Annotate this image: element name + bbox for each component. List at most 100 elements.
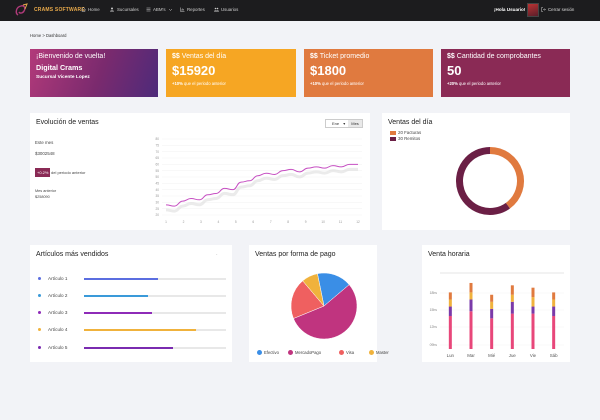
x-tick-label: 5 [235, 220, 237, 223]
nav-home[interactable]: Home [81, 7, 100, 12]
bar-segment [448, 299, 452, 307]
articulo-row: Artículo 4 [38, 327, 228, 333]
series-line [165, 163, 358, 207]
nav-abms[interactable]: ABM's [146, 7, 173, 12]
evolucion-delta-text: del periodo anterior [51, 170, 86, 175]
mes-anterior-value: $258090 [35, 195, 50, 199]
month-select-value: Ene [332, 121, 340, 126]
progress-fill [84, 329, 197, 331]
x-tick-label: 2 [183, 220, 185, 223]
hora-stacked-bar-chart: 09hs 12hs 15hs 18hs Lun Mar Mié Jue Vie Sáb [430, 272, 564, 358]
kpi-comprobantes-delta-text: que el periodo anterior [459, 81, 501, 86]
este-mes-value: $3002548 [35, 151, 55, 156]
y-tick-label: 15hs [430, 308, 438, 312]
nav-reportes[interactable]: Reportes [180, 7, 205, 12]
legend-dot [257, 350, 262, 355]
series-shadow [165, 167, 358, 213]
kpi-ventas-delta: +10% [172, 81, 183, 86]
bar-segment [510, 301, 514, 314]
month-select[interactable]: Ene ▾ [326, 120, 348, 127]
users-icon [110, 7, 114, 12]
articulo-label: Artículo 2 [48, 293, 68, 298]
ventas-dia-title: Ventas del día [388, 119, 433, 126]
money-icon: $$ [447, 53, 455, 60]
articulo-row: Artículo 2 [38, 293, 228, 299]
kpi-ticket-value: $1800 [310, 63, 347, 78]
y-tick-label: 60 [155, 163, 159, 167]
legend-efectivo: Efectivo [257, 350, 279, 355]
logout-label: Cerrar sesión [548, 7, 575, 12]
legend-mercadopago-label: MercadoPago [295, 350, 322, 355]
bullet-dot [38, 346, 41, 349]
bar-segment [469, 311, 473, 349]
nav-usuarios[interactable]: Usuarios [214, 7, 238, 12]
logout-link[interactable]: Cerrar sesión [541, 7, 574, 12]
legend-efectivo-label: Efectivo [264, 350, 279, 355]
kpi-ticket-delta-text: que el periodo anterior [322, 81, 364, 86]
user-group-icon [214, 7, 219, 12]
bar-segment [469, 299, 473, 312]
legend-swatch [390, 136, 396, 141]
bar-segment [490, 294, 494, 302]
money-icon: $$ [172, 53, 180, 60]
kpi-ventas-card: $$ Ventas del día $15920 +10% que el peri… [166, 49, 296, 97]
kpi-ticket-card: $$ Ticket promedio $1800 +10% que el peri… [304, 49, 433, 97]
ventas-dia-donut-chart [456, 147, 524, 215]
legend-remitos: 30 Remitos [390, 136, 420, 141]
hora-title: Venta horaria [428, 251, 470, 258]
progress-track [84, 295, 226, 297]
bar-segment [510, 313, 514, 349]
bar-segment [552, 299, 556, 307]
x-tick-label: 1 [165, 220, 167, 223]
pie-slice [290, 280, 325, 319]
bar-segment [531, 287, 535, 298]
evolucion-delta-badge: +0.2% [35, 168, 51, 177]
articulo-label: Artículo 4 [48, 327, 68, 332]
bar-segment [510, 285, 514, 295]
hora-panel: Venta horaria 09hs 12hs 15hs 18hs Lun Mar Mié J… [422, 245, 570, 362]
bar-segment [448, 315, 452, 349]
progress-fill [84, 278, 158, 280]
progress-fill [84, 295, 148, 297]
legend-visa: Visa [339, 350, 354, 355]
bar-segment [490, 301, 494, 309]
x-tick-label: 8 [287, 220, 289, 223]
nav-sucursales[interactable]: Sucursales [110, 7, 139, 12]
pago-pie-chart [290, 272, 358, 340]
y-tick-label: 50 [155, 175, 159, 179]
kpi-ventas-delta-text: que el periodo anterior [184, 81, 226, 86]
bar-segment [552, 292, 556, 300]
branch-name: Sucursal Vicente Lopez [36, 75, 90, 80]
legend-master: Master [369, 350, 389, 355]
breadcrumb: Home > Dashboard [30, 33, 67, 38]
x-tick-label: Jue [509, 353, 517, 358]
legend-mercadopago: MercadoPago [288, 350, 321, 355]
x-tick-label: Sáb [550, 353, 558, 358]
period-mes-button[interactable]: Mes [348, 120, 362, 127]
user-avatar[interactable] [527, 3, 539, 17]
x-tick-label: 6 [252, 220, 254, 223]
progress-track [84, 312, 226, 314]
legend-master-label: Master [376, 350, 389, 355]
more-options-icon[interactable]: · [216, 252, 218, 258]
progress-fill [84, 347, 174, 349]
brand-name: CRAMS SOFTWARE [34, 7, 85, 13]
bar-segment [531, 313, 535, 349]
articulo-label: Artículo 3 [48, 310, 68, 315]
pago-title: Ventas por forma de pago [255, 251, 336, 258]
x-tick-label: 4 [217, 220, 219, 223]
pie-slice [293, 284, 358, 340]
articulo-label: Artículo 5 [48, 345, 68, 350]
pie-slice [302, 273, 325, 307]
x-tick-label: Vie [530, 353, 537, 358]
company-name: Digital Crams [36, 63, 83, 72]
y-tick-label: 18hs [430, 291, 438, 295]
bar-segment [490, 318, 494, 349]
legend-dot [369, 350, 374, 355]
evolucion-title: Evolución de ventas [36, 119, 99, 126]
bar-segment [510, 294, 514, 302]
kpi-comprobantes-title: Cantidad de comprobantes [456, 53, 541, 60]
x-tick-label: 3 [200, 220, 202, 223]
mes-anterior-label: Mes anterior [35, 189, 57, 193]
brand-logo-icon [15, 3, 28, 16]
